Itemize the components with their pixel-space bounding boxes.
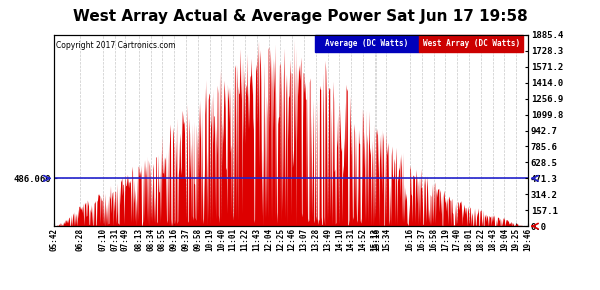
Text: Copyright 2017 Cartronics.com: Copyright 2017 Cartronics.com <box>56 41 176 50</box>
FancyBboxPatch shape <box>315 35 419 52</box>
Text: Average (DC Watts): Average (DC Watts) <box>325 39 409 48</box>
Text: West Array Actual & Average Power Sat Jun 17 19:58: West Array Actual & Average Power Sat Ju… <box>73 9 527 24</box>
FancyBboxPatch shape <box>419 35 523 52</box>
Text: West Array (DC Watts): West Array (DC Watts) <box>422 39 520 48</box>
